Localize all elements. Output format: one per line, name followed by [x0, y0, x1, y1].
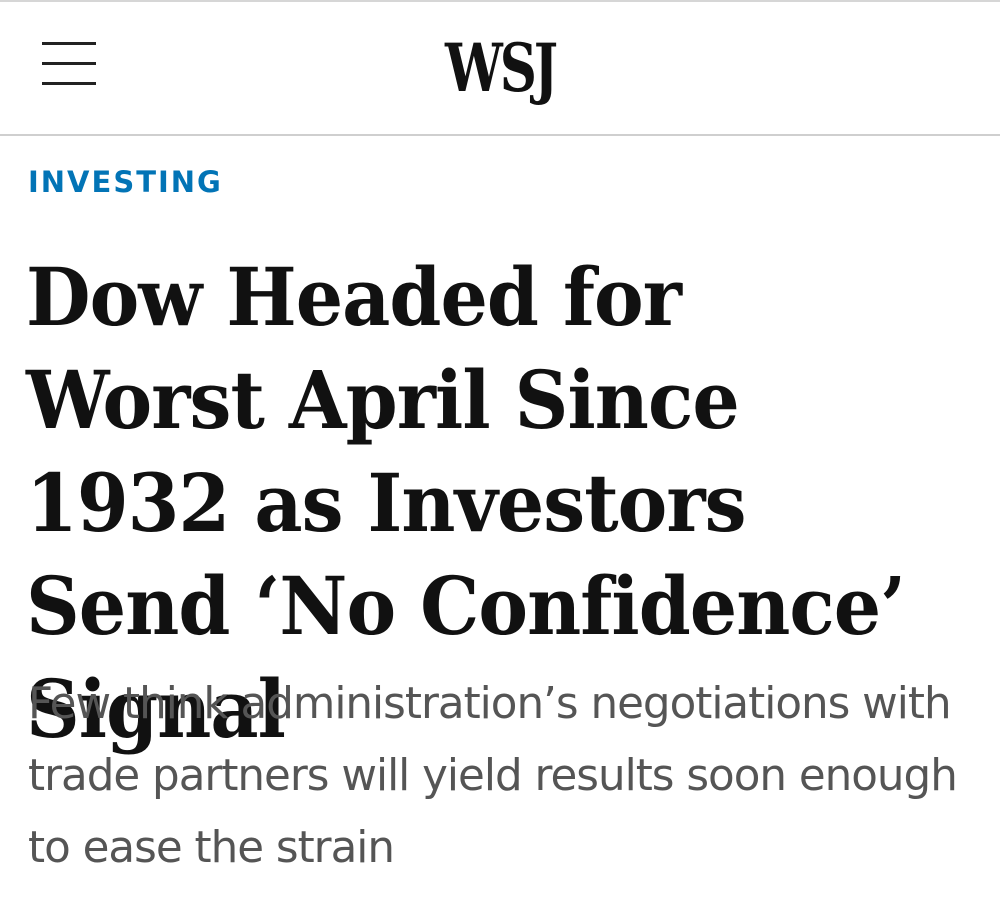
menu-icon-line [42, 82, 96, 85]
article-headline: Dow Headed for Worst April Since 1932 as… [26, 250, 906, 756]
top-divider [0, 0, 1000, 2]
hamburger-menu-icon[interactable] [42, 42, 96, 86]
menu-icon-line [42, 42, 96, 45]
article-subhead: Few think administration’s negotiations … [28, 678, 958, 873]
menu-icon-line [42, 62, 96, 65]
site-header: WSJ [0, 2, 1000, 136]
site-logo[interactable]: WSJ [444, 29, 558, 107]
section-label[interactable]: INVESTING [28, 165, 223, 199]
